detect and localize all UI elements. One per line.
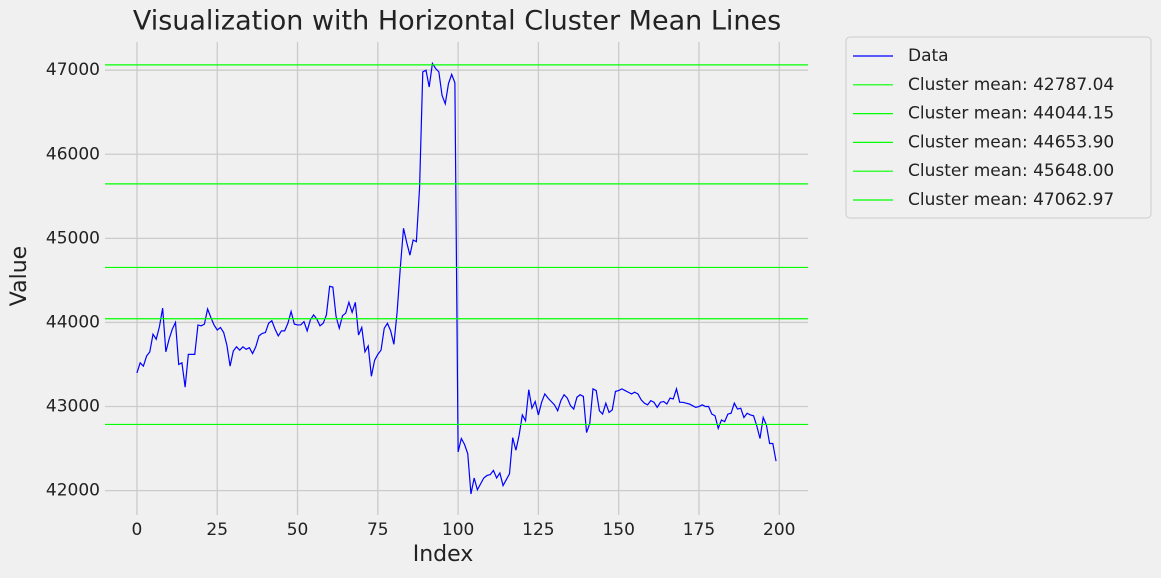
x-tick-label: 100: [442, 520, 474, 540]
legend-label: Cluster mean: 42787.04: [908, 75, 1114, 95]
y-tick-label: 45000: [46, 228, 100, 248]
x-tick-label: 25: [206, 520, 228, 540]
y-tick-label: 47000: [46, 60, 100, 80]
y-tick-label: 43000: [46, 397, 100, 417]
legend-label: Cluster mean: 44044.15: [908, 104, 1114, 124]
y-tick-label: 46000: [46, 144, 100, 164]
x-tick-label: 150: [602, 520, 634, 540]
x-tick-label: 75: [367, 520, 389, 540]
legend-box: [845, 36, 1152, 219]
chart-title: Visualization with Horizontal Cluster Me…: [133, 6, 781, 37]
x-axis-label: Index: [413, 542, 474, 567]
y-tick-label: 42000: [46, 481, 100, 501]
legend-label: Cluster mean: 47062.97: [908, 190, 1114, 210]
legend-label: Cluster mean: 45648.00: [908, 161, 1114, 181]
x-tick-label: 175: [683, 520, 715, 540]
legend-label: Data: [908, 46, 949, 66]
y-axis-label: Value: [7, 246, 32, 306]
x-tick-label: 200: [763, 520, 795, 540]
x-tick-label: 50: [287, 520, 309, 540]
y-tick-label: 44000: [46, 312, 100, 332]
x-tick-label: 125: [522, 520, 554, 540]
legend-label: Cluster mean: 44653.90: [908, 132, 1114, 152]
data-line: [136, 61, 777, 495]
x-tick-label: 0: [132, 520, 143, 540]
